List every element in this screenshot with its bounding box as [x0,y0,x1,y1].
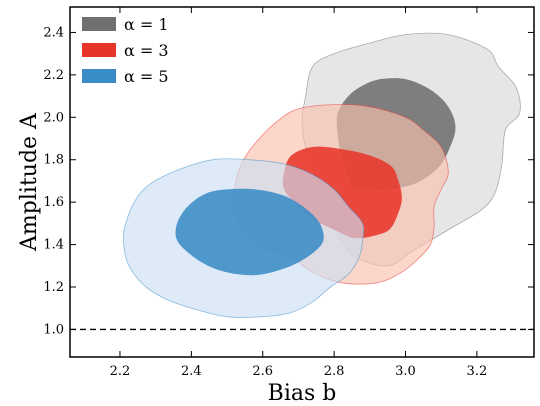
legend: α = 1 α = 3 α = 5 [82,15,169,86]
x-tick-label: 2.4 [181,364,202,379]
y-tick-label: 1.8 [43,153,64,168]
legend-swatch [82,43,116,57]
x-axis-ticks: 2.2 2.4 2.6 2.8 3.0 3.2 [110,7,488,379]
plot-frame [69,6,535,358]
y-tick-label: 1.0 [43,322,64,337]
y-tick-label: 1.6 [43,195,64,210]
contour-inner-alpha-5 [175,188,324,276]
x-tick-label: 2.6 [252,364,273,379]
legend-swatch [82,69,116,83]
x-tick-label: 3.0 [395,364,416,379]
y-axis-ticks: 1.0 1.2 1.4 1.6 1.8 2.0 2.2 2.4 [43,25,534,337]
legend-label: α = 3 [124,41,169,60]
y-tick-label: 2.2 [43,68,64,83]
contour-layers [123,32,521,318]
x-tick-label: 3.2 [467,364,488,379]
legend-label: α = 1 [124,15,169,34]
y-tick-label: 2.4 [43,25,64,40]
y-tick-label: 1.4 [43,238,64,253]
y-axis-label: Amplitude A [17,112,42,252]
x-tick-label: 2.8 [324,364,345,379]
y-tick-label: 1.2 [43,280,64,295]
legend-swatch [82,17,116,31]
x-axis-label: Bias b [268,381,337,406]
y-tick-label: 2.0 [43,110,64,125]
x-tick-label: 2.2 [110,364,131,379]
legend-label: α = 5 [124,67,169,86]
